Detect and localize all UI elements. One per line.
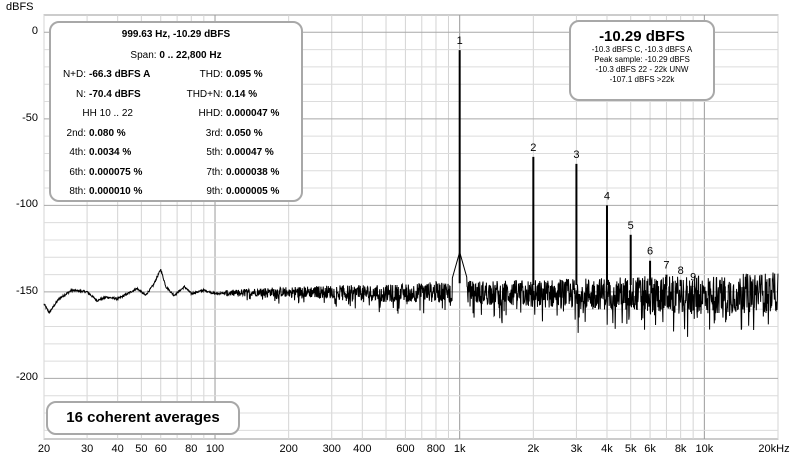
harmonic-label-1: 1 xyxy=(457,35,463,47)
harmonic-label-9: 9 xyxy=(690,272,696,284)
stat-value: 0.095 % xyxy=(226,69,263,80)
stat-row-right: 3rd: 0.050 % xyxy=(181,128,263,140)
x-tick-label: 40 xyxy=(111,443,124,455)
stat-value: 0.000038 % xyxy=(226,166,280,178)
stat-label: 9th: xyxy=(206,186,223,197)
stat-row-right: 5th: 0.00047 % xyxy=(181,147,274,159)
level-detail-line: -10.3 dBFS C, -10.3 dBFS A xyxy=(591,45,693,54)
stat-label: N: xyxy=(76,88,86,100)
x-tick-label: 800 xyxy=(426,443,446,455)
harmonic-label-7: 7 xyxy=(663,260,669,272)
x-tick-label: 30 xyxy=(80,443,94,455)
y-axis-unit-label: dBFS xyxy=(6,1,34,13)
stat-row-left: 2nd: 0.080 % xyxy=(53,128,126,140)
stat-value: 0.0034 % xyxy=(89,147,132,158)
harmonic-label-4: 4 xyxy=(604,190,610,202)
x-tick-label: 80 xyxy=(185,443,198,455)
stat-value: 0.000005 % xyxy=(226,186,280,197)
y-tick-label: 0 xyxy=(31,25,38,38)
stat-value: 0.050 % xyxy=(226,127,263,139)
level-detail-line: Peak sample: -10.29 dBFS xyxy=(594,55,690,64)
x-tick-label: 200 xyxy=(279,443,298,455)
stat-value: 0.14 % xyxy=(226,88,258,100)
stat-value: -70.4 dBFS xyxy=(89,88,141,100)
x-tick-label: 3k xyxy=(570,443,583,455)
x-tick-label: 50 xyxy=(135,443,148,455)
stat-row-right: HHD: 0.000047 % xyxy=(181,108,280,120)
x-tick-label: 20 xyxy=(37,443,51,455)
x-tick-label: 60 xyxy=(154,443,167,455)
stat-label: HHD: xyxy=(198,108,223,119)
x-tick-label: 100 xyxy=(205,443,225,455)
stat-label: 4th: xyxy=(69,147,86,158)
averages-badge[interactable]: 16 coherent averages xyxy=(46,401,240,435)
x-tick-label: 600 xyxy=(396,443,415,455)
x-tick-label: 4k xyxy=(601,443,613,455)
stat-label: HH 10 .. 22 xyxy=(82,108,133,119)
stat-value: 0.00047 % xyxy=(226,147,274,158)
stat-label: 7th: xyxy=(206,166,223,178)
stat-row-left: N+D: -66.3 dBFS A xyxy=(53,69,150,81)
stat-label: 2nd: xyxy=(66,127,86,139)
y-tick-label: -200 xyxy=(15,371,38,384)
harmonic-label-3: 3 xyxy=(573,149,579,161)
x-tick-label: 1k xyxy=(453,443,466,455)
level-detail-line: -10.3 dBFS 22 - 22k UNW xyxy=(595,65,689,74)
stat-row-right: THD+N: 0.14 % xyxy=(181,88,258,101)
stat-row-right: THD: 0.095 % xyxy=(181,69,263,81)
stat-value: 0.000075 % xyxy=(89,166,143,178)
y-tick-label: -150 xyxy=(15,284,38,297)
x-tick-label: 8k xyxy=(674,443,687,455)
harmonic-label-8: 8 xyxy=(678,265,684,277)
x-tick-label: 10k xyxy=(695,443,714,455)
stat-row-right: 9th: 0.000005 % xyxy=(181,186,279,198)
stat-row-left: 8th: 0.000010 % xyxy=(53,186,142,198)
harmonic-label-5: 5 xyxy=(628,220,634,232)
stat-label: THD+N: xyxy=(186,88,223,100)
x-tick-label: 20kHz xyxy=(758,443,790,455)
stat-label: THD: xyxy=(199,69,223,80)
stats-title: 999.63 Hz, -10.29 dBFS xyxy=(121,29,231,40)
x-tick-label: 300 xyxy=(322,443,341,455)
stat-value: -66.3 dBFS A xyxy=(89,69,151,80)
stat-row-right: 7th: 0.000038 % xyxy=(181,167,279,179)
y-tick-label: -50 xyxy=(22,111,38,124)
stat-label: 3rd: xyxy=(205,127,223,139)
spectrum-noise-line xyxy=(43,250,779,337)
y-tick-label: -100 xyxy=(15,198,38,211)
stat-row-left: N: -70.4 dBFS xyxy=(53,89,141,101)
stat-row-left: 4th: 0.0034 % xyxy=(53,147,131,159)
level-meter-panel[interactable]: -10.29 dBFS -10.3 dBFS C, -10.3 dBFS A P… xyxy=(569,20,715,101)
stat-value: 0.080 % xyxy=(89,127,126,139)
x-tick-label: 5k xyxy=(624,443,637,455)
stat-label: N+D: xyxy=(62,69,86,80)
harmonic-labels: 1 2 3 4 5 67 89 xyxy=(457,35,697,284)
harmonic-label-6: 6 xyxy=(647,246,653,258)
distortion-stats-panel[interactable]: 999.63 Hz, -10.29 dBFS Span: 0 .. 22,800… xyxy=(49,21,303,202)
harmonic-label-2: 2 xyxy=(530,142,536,154)
stat-label: 6th: xyxy=(69,166,86,178)
x-tick-label: 400 xyxy=(353,443,372,455)
level-main-value: -10.29 dBFS xyxy=(599,28,685,45)
span-readout: Span: 0 .. 22,800 Hz xyxy=(130,50,222,61)
x-tick-label: 6k xyxy=(644,443,656,455)
stat-value: 0.000010 % xyxy=(89,186,143,197)
stat-label: 5th: xyxy=(206,147,223,158)
x-tick-label: 2k xyxy=(527,443,540,455)
spectrum-trace xyxy=(43,50,779,337)
level-detail-line: -107.1 dBFS >22k xyxy=(609,75,675,84)
stat-value: 0.000047 % xyxy=(226,108,280,119)
stat-label: 8th: xyxy=(69,186,86,197)
stat-row-left: 6th: 0.000075 % xyxy=(53,167,142,179)
stat-row-left: HH 10 .. 22 xyxy=(53,108,136,120)
